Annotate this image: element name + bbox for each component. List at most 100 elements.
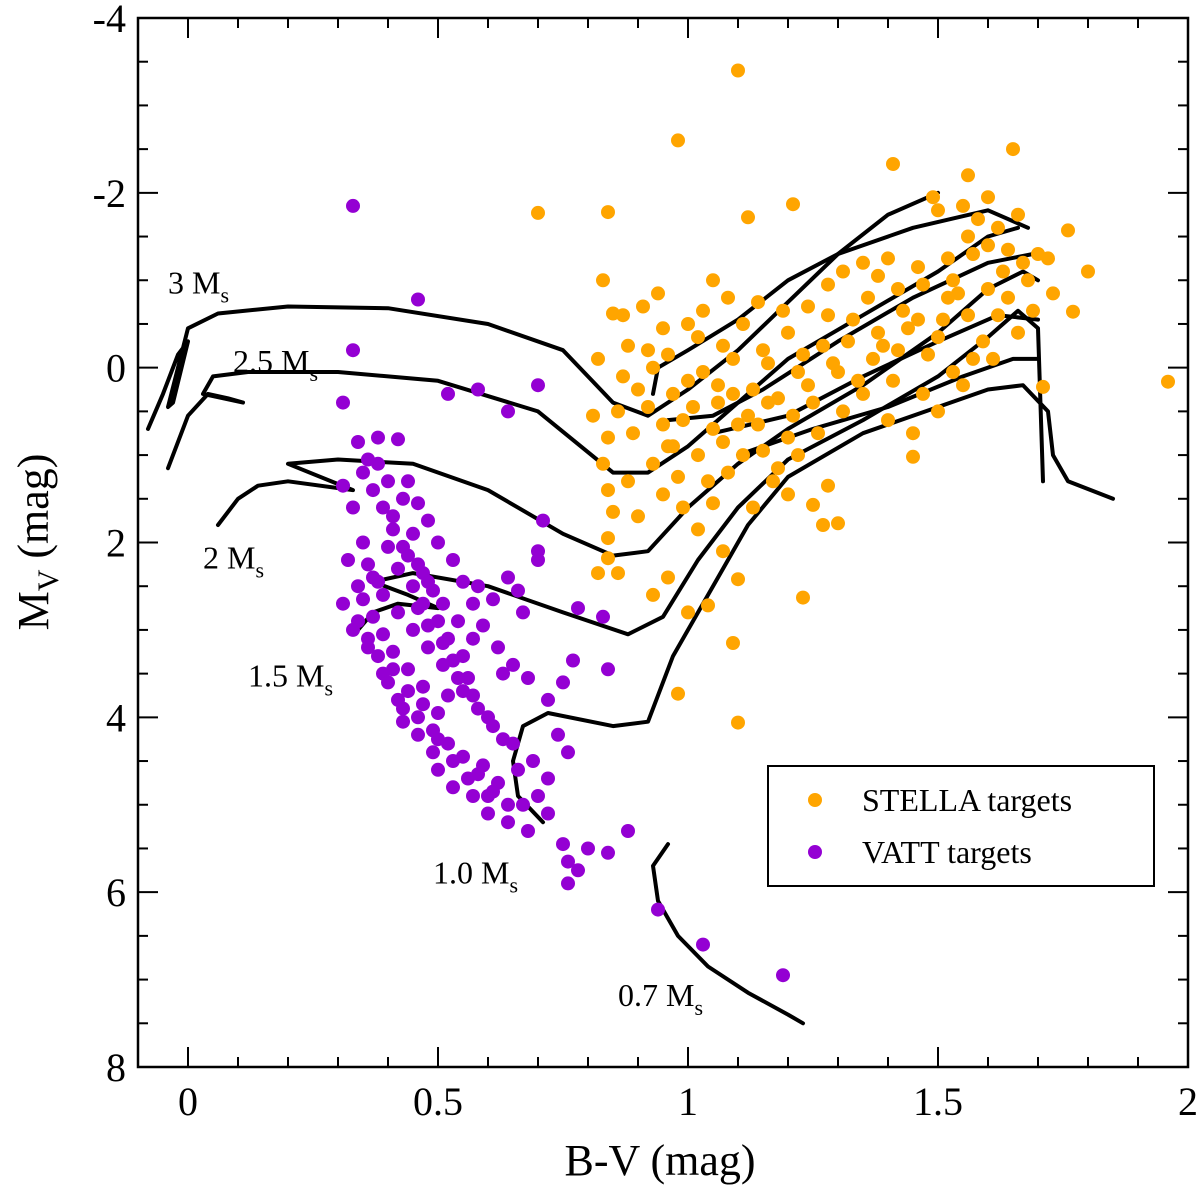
stella-targets-point	[836, 404, 850, 419]
vatt-targets-point	[481, 710, 495, 725]
vatt-targets-point	[336, 478, 350, 493]
vatt-targets-point	[556, 675, 570, 690]
vatt-targets-point	[366, 483, 380, 498]
x-axis-label: B-V (mag)	[564, 1136, 755, 1185]
vatt-targets-point	[556, 837, 570, 852]
y-tick-label: 8	[106, 1045, 126, 1090]
vatt-targets-point	[486, 592, 500, 607]
track-giant-branch-segment	[651, 208, 1030, 396]
vatt-targets-point	[416, 596, 430, 611]
vatt-targets-point	[541, 692, 555, 707]
stella-targets-point	[1081, 264, 1095, 279]
stella-targets-point	[816, 518, 830, 532]
y-tick-label: 2	[106, 521, 126, 566]
stella-targets-point	[721, 290, 735, 305]
stella-targets-point	[601, 430, 615, 445]
vatt-targets-point	[386, 522, 400, 537]
stella-targets-point	[981, 282, 995, 296]
vatt-targets-point	[446, 754, 460, 768]
stella-targets-point	[881, 251, 895, 266]
stella-targets-point	[661, 570, 675, 585]
legend: STELLA targets VATT targets	[767, 765, 1155, 887]
stella-targets-point	[1161, 374, 1175, 389]
stella-targets-point	[821, 308, 835, 323]
stella-targets-point	[926, 190, 940, 205]
stella-targets-point	[646, 587, 660, 602]
vatt-targets-point	[391, 561, 405, 576]
vatt-targets-point	[456, 649, 470, 664]
stella-targets-point	[986, 351, 1000, 366]
vatt-targets-point	[336, 596, 350, 611]
vatt-targets-point	[411, 557, 425, 572]
stella-targets-point	[806, 497, 820, 512]
vatt-targets-point	[471, 382, 485, 397]
vatt-targets-point	[426, 745, 440, 760]
stella-targets-point	[941, 251, 955, 266]
vatt-targets-point	[651, 902, 665, 917]
stella-targets-point	[616, 369, 630, 384]
vatt-targets-point	[466, 631, 480, 646]
vatt-targets-point	[431, 762, 445, 777]
stella-targets-point	[611, 566, 625, 581]
vatt-targets-point	[541, 806, 555, 821]
stella-targets-point	[776, 303, 790, 318]
track-labels: 3 Ms2.5 Ms 2 Ms 1.5 Ms 1.0 Ms 0.7 Ms	[168, 264, 703, 1019]
stella-targets-point	[611, 404, 625, 419]
vatt-targets-point	[501, 570, 515, 585]
stella-targets-point	[531, 205, 545, 220]
vatt-targets-point	[406, 622, 420, 637]
vatt-targets-point	[411, 710, 425, 725]
vatt-targets-point	[461, 671, 475, 685]
stella-targets-point	[1001, 242, 1015, 257]
vatt-targets-point	[336, 395, 350, 410]
stella-targets-point	[706, 273, 720, 288]
stella-targets-point	[726, 386, 740, 401]
stella-targets-point	[781, 430, 795, 445]
stella-targets-point	[1006, 142, 1020, 157]
vatt-targets-point	[431, 614, 445, 629]
vatt-targets-point	[416, 679, 430, 694]
vatt-targets-point	[531, 378, 545, 393]
stella-targets-point	[781, 487, 795, 502]
vatt-targets-point	[431, 732, 445, 747]
stella-targets-point	[956, 198, 970, 213]
vatt-targets-point	[376, 587, 390, 602]
track-2-ms	[216, 269, 1040, 558]
vatt-targets-point	[351, 614, 365, 629]
y-tick-label: -4	[93, 0, 126, 41]
vatt-targets-point	[376, 500, 390, 515]
vatt-targets-point	[431, 535, 445, 550]
vatt-targets-point	[446, 780, 460, 795]
stella-targets-point	[971, 212, 985, 227]
stella-targets-point	[736, 448, 750, 463]
vatt-targets-point	[391, 432, 405, 447]
x-tick-label: 0.5	[413, 1079, 463, 1124]
stella-targets-point	[606, 504, 620, 519]
vatt-targets-point	[371, 649, 385, 664]
vatt-targets-point	[411, 292, 425, 307]
stella-targets-point	[846, 312, 860, 327]
stella-targets-point	[931, 404, 945, 419]
stella-targets-point	[981, 238, 995, 253]
stella-targets-point	[856, 386, 870, 401]
stella-targets-point	[1041, 251, 1055, 266]
vatt-targets-point	[366, 609, 380, 624]
stella-targets-point	[756, 343, 770, 358]
vatt-targets-point	[541, 771, 555, 786]
vatt-targets-point	[356, 535, 370, 550]
stella-targets-point	[651, 286, 665, 301]
stella-targets-point	[601, 205, 615, 220]
stella-targets-point	[711, 395, 725, 410]
stella-targets-point	[586, 408, 600, 423]
axis-ticks	[137, 17, 1189, 1068]
stella-targets-point	[731, 417, 745, 432]
vatt-targets-point	[441, 386, 455, 401]
vatt-targets-point	[381, 675, 395, 690]
vatt-targets-point	[376, 627, 390, 642]
stella-targets-point	[826, 356, 840, 371]
stella-targets-point	[931, 330, 945, 345]
vatt-targets-point	[561, 745, 575, 760]
vatt-targets-point	[371, 456, 385, 471]
x-tick-label: 2	[1178, 1079, 1198, 1124]
